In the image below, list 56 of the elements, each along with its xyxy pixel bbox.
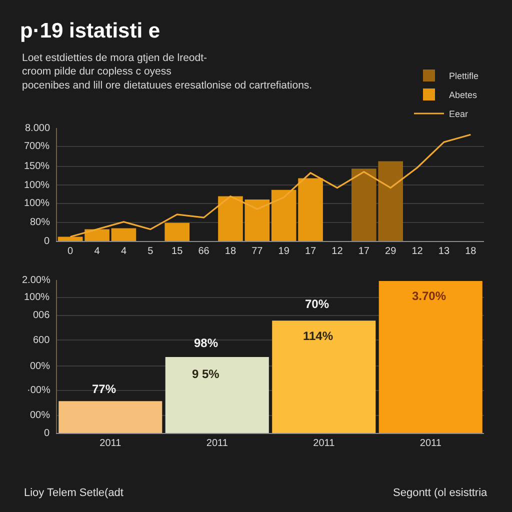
x-tick-label: 17: [304, 246, 317, 257]
text: ·00%: [27, 385, 50, 396]
x-tick-label: 17: [358, 246, 370, 257]
x-tick-label: 12: [332, 246, 344, 257]
text: Segontt (ol esisttria: [393, 487, 488, 499]
x-tick-label: 2011: [313, 438, 336, 449]
bar: [378, 281, 482, 433]
x-tick-label: 18: [224, 246, 236, 257]
bar: [165, 357, 269, 433]
x-tick-label: 15: [172, 246, 184, 257]
bar: [272, 320, 376, 433]
x-tick-label: 2011: [206, 438, 228, 449]
x-tick-label: 4: [94, 246, 100, 257]
text: Lioy Telem Setle(adt: [24, 487, 124, 499]
x-tick-label: 66: [198, 246, 210, 257]
x-tick-label: 2011: [100, 438, 122, 449]
text: 0: [44, 428, 50, 439]
annotation: 114%: [303, 329, 334, 343]
chart-subtitle: Loet estdietties de mora gtjen de lreodt- croom pilde dur copless c oyess pocenibes and lill ore dietatuues eresatlonise od cartrefiations.: [22, 52, 312, 92]
annotation: 98%: [194, 336, 218, 350]
bar: [58, 401, 162, 433]
x-tick-label: 2011: [420, 438, 442, 449]
text: 150%: [24, 161, 50, 172]
text: 00%: [30, 410, 50, 421]
x-tick-label: 19: [278, 246, 290, 257]
bar: [244, 200, 270, 241]
annotation: 77%: [92, 382, 116, 396]
text: 00%: [30, 361, 50, 372]
text: 2.00%: [22, 275, 50, 286]
legend-label: Eear: [449, 109, 468, 120]
text: 100%: [24, 180, 50, 191]
x-tick-label: 4: [120, 246, 127, 257]
x-tick-label: 29: [385, 246, 397, 257]
x-tick-label: 5: [148, 246, 154, 257]
chart-title: p·19 istatisti e: [20, 19, 160, 42]
text: 700%: [24, 141, 50, 152]
annotation: 70%: [305, 297, 330, 311]
x-tick-label: 13: [438, 246, 450, 257]
x-tick-label: 12: [412, 246, 424, 257]
x-tick-label: 18: [465, 246, 477, 257]
x-tick-label: 0: [68, 246, 74, 257]
legend-label: Plettifle: [449, 71, 479, 82]
text: 100%: [24, 198, 50, 209]
text: 100%: [24, 292, 50, 303]
legend-label: Abetes: [449, 90, 478, 100]
text: 006: [33, 310, 50, 321]
bar: [218, 196, 243, 241]
x-tick-label: 77: [252, 246, 264, 257]
bar: [164, 222, 190, 241]
text: 0: [44, 236, 50, 247]
text: 8.000: [25, 123, 50, 134]
text: 600: [33, 335, 50, 346]
bar: [111, 228, 136, 241]
text: 80%: [30, 217, 50, 228]
annotation: 9 5%: [192, 367, 220, 381]
annotation: 3.70%: [412, 289, 446, 303]
